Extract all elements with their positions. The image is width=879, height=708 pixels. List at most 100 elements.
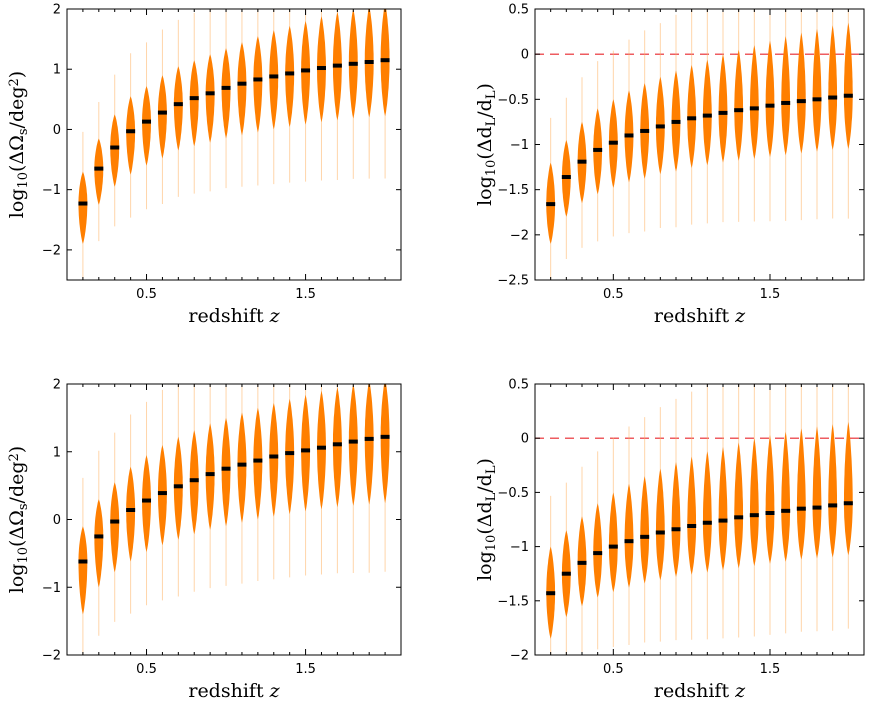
y-tick-label: 0.5 [508,3,529,18]
violin-body [237,412,247,523]
violin-body [765,434,775,564]
violin-body [348,384,358,506]
y-tick-label: −1.5 [497,183,529,198]
violin-body [734,49,744,161]
y-tick-label: 0 [53,123,61,138]
y-tick-label: 0 [53,513,61,528]
violin-body [285,25,295,127]
y-tick-label: −2 [42,243,61,258]
violin-body [750,45,759,159]
axes-frame [66,8,402,281]
violin-body [173,66,183,151]
panel-bottom-right: 0.5 1.5 −2 −1.5 −1 −0.5 0 0.5 redshift z log10(Δd… [474,378,865,702]
y-tick-label: 1 [53,445,61,460]
axes-frame [534,383,865,656]
violin-body [843,22,853,150]
violin-body [78,171,88,244]
y-tick-label: −2 [42,649,61,664]
y-tick-label: −1 [510,540,529,555]
plot-area [535,9,864,280]
violin-body [158,445,167,546]
x-tick-label: 1.5 [760,662,781,677]
violin-body [94,138,104,205]
violin-body [269,403,279,517]
violin-body [110,114,120,187]
violin-body [301,21,310,125]
violin-body [593,503,603,598]
y-axis-label: log10(ΔdL/dL) [474,83,499,206]
violin-body [380,384,390,504]
y-tick-label: −1.5 [497,594,529,609]
violin-body [253,36,263,133]
x-axis-label: redshift z [654,305,746,327]
panel-top-right: 0.5 1.5 −2.5 −2 −1.5 −1 −0.5 0 0.5 redshift z log1… [474,3,865,327]
plot-area [78,9,390,280]
violin-body [624,483,634,588]
violin-body [110,482,120,573]
panel-top-left: 0.5 1.5 −2 −1 0 1 2 redshift z log10(ΔΩs/deg2) [6,3,402,327]
violin-body [237,42,247,136]
violin-body [189,60,199,147]
violin-body [812,28,822,152]
violin-body [734,442,743,569]
violin-body [655,468,665,581]
violin-body [703,451,712,573]
violin-body [671,462,681,577]
y-tick-label: −1 [510,138,529,153]
plot-area [535,384,864,655]
violin-body [687,456,697,575]
y-tick-label: −1 [42,183,61,198]
x-tick-label: 0.5 [603,287,624,302]
violin-body [205,423,215,530]
violin-body [126,466,136,562]
y-tick-label: −1 [42,581,61,596]
violin-body [221,48,231,139]
x-axis-label: redshift z [188,305,280,327]
violin-body [749,438,759,567]
plot-area [78,384,390,655]
violin-body [608,492,618,593]
x-tick-label: 0.5 [136,287,157,302]
violin-body [253,407,263,520]
y-tick-label: −2.5 [497,274,529,289]
violin-body [702,59,712,166]
violin-body [718,54,728,163]
y-tick-label: −0.5 [497,486,529,501]
violin-body [796,428,806,560]
x-tick-label: 0.5 [603,662,624,677]
y-tick-label: 2 [53,3,61,18]
violin-body [189,430,199,535]
y-tick-label: 2 [53,378,61,393]
y-axis-label: log10(ΔΩs/deg2) [6,446,31,593]
violin-body [221,417,231,527]
y-tick-label: 0 [521,48,529,63]
y-tick-label: 1 [53,63,61,78]
violin-body [718,446,728,571]
panel-bottom-left: 0.5 1.5 −2 −1 0 1 2 redshift z log10(ΔΩs/deg2) [6,378,402,702]
violin-body [781,36,791,156]
violin-body [94,499,104,588]
x-tick-label: 0.5 [136,662,157,677]
violin-body [781,431,791,562]
violin-body [828,25,838,150]
violin-body [796,32,806,154]
violin-body [812,426,822,559]
violin-body [843,421,853,556]
y-tick-label: −2 [510,228,529,243]
violin-body [205,54,215,143]
y-axis-label: log10(ΔΩs/deg2) [6,71,31,218]
violin-body [126,96,136,175]
x-tick-label: 1.5 [295,287,316,302]
x-tick-label: 1.5 [760,287,781,302]
y-tick-label: 0.5 [508,378,529,393]
violin-body [269,30,279,130]
y-tick-label: −0.5 [497,93,529,108]
violin-body [364,384,374,505]
violin-body [158,75,167,159]
violin-body [142,86,151,166]
violin-body [640,476,650,584]
x-axis-label: redshift z [654,680,746,702]
violin-body [301,394,310,512]
violin-body [765,40,775,158]
